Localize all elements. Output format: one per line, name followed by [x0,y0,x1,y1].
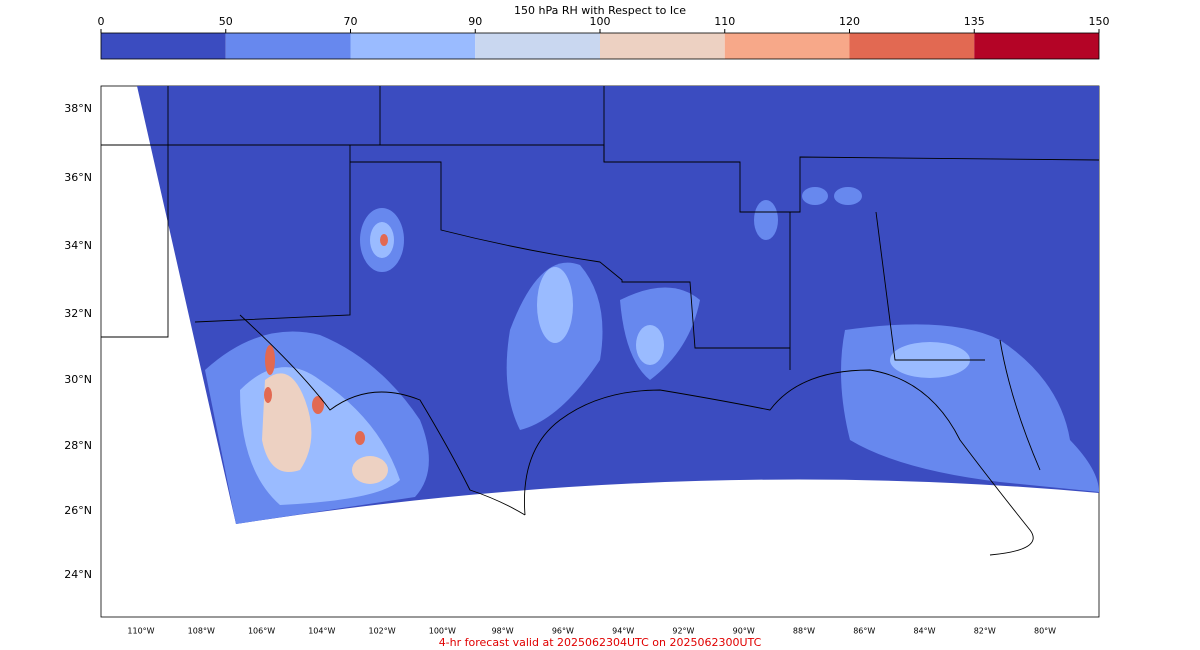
latitude-label: 26°N [64,504,92,517]
colorbar: 0 50 70 90 100 110 120 135 150 [98,15,1110,60]
latitude-label: 34°N [64,239,92,252]
colorbar-segment [849,33,975,59]
colorbar-segment [724,33,850,59]
colorbar-tick-label: 100 [590,15,611,28]
rh-contours-supersat [262,373,388,484]
longitude-label: 94°W [612,627,634,636]
boundaries [101,86,1100,556]
colorbar-tick-label: 0 [98,15,105,28]
longitude-label: 88°W [793,627,815,636]
footer: 4-hr forecast valid at 2025062304UTC on … [439,636,762,649]
longitude-label: 110°W [127,627,154,636]
longitude-labels: 110°W 108°W 106°W 104°W 102°W 100°W 98°W 96°W 94… [127,627,1056,636]
longitude-label: 106°W [248,627,275,636]
latitude-label: 28°N [64,439,92,452]
colorbar-tick-label: 50 [219,15,233,28]
colorbar-segment [101,33,226,59]
colorbar-tick-label: 135 [964,15,985,28]
colorbar-tick-label: 120 [839,15,860,28]
colorbar-tick-label: 150 [1089,15,1110,28]
longitude-label: 80°W [1034,627,1056,636]
colorbar-segment [974,33,1099,59]
colorbar-tick-label: 90 [468,15,482,28]
rh-contours-peak [264,234,388,445]
latitude-label: 38°N [64,102,92,115]
colorbar-segment [475,33,600,59]
longitude-label: 96°W [552,627,574,636]
longitude-label: 92°W [672,627,694,636]
longitude-label: 104°W [308,627,335,636]
colorbar-segment [350,33,476,59]
longitude-label: 102°W [368,627,395,636]
longitude-label: 108°W [188,627,215,636]
longitude-label: 84°W [913,627,935,636]
longitude-label: 86°W [853,627,875,636]
colorbar-tick-label: 110 [714,15,735,28]
latitude-labels: 38°N 36°N 34°N 32°N 30°N 28°N 26°N 24°N [64,102,92,581]
colorbar-segment [600,33,725,59]
latitude-label: 24°N [64,568,92,581]
latitude-label: 32°N [64,307,92,320]
colorbar-title: 150 hPa RH with Respect to Ice [514,4,686,17]
longitude-label: 82°W [974,627,996,636]
latitude-label: 30°N [64,373,92,386]
colorbar-tick-label: 70 [344,15,358,28]
latitude-label: 36°N [64,171,92,184]
map [100,85,1100,618]
longitude-label: 90°W [733,627,755,636]
longitude-label: 100°W [429,627,456,636]
colorbar-segment [225,33,351,59]
longitude-label: 98°W [492,627,514,636]
